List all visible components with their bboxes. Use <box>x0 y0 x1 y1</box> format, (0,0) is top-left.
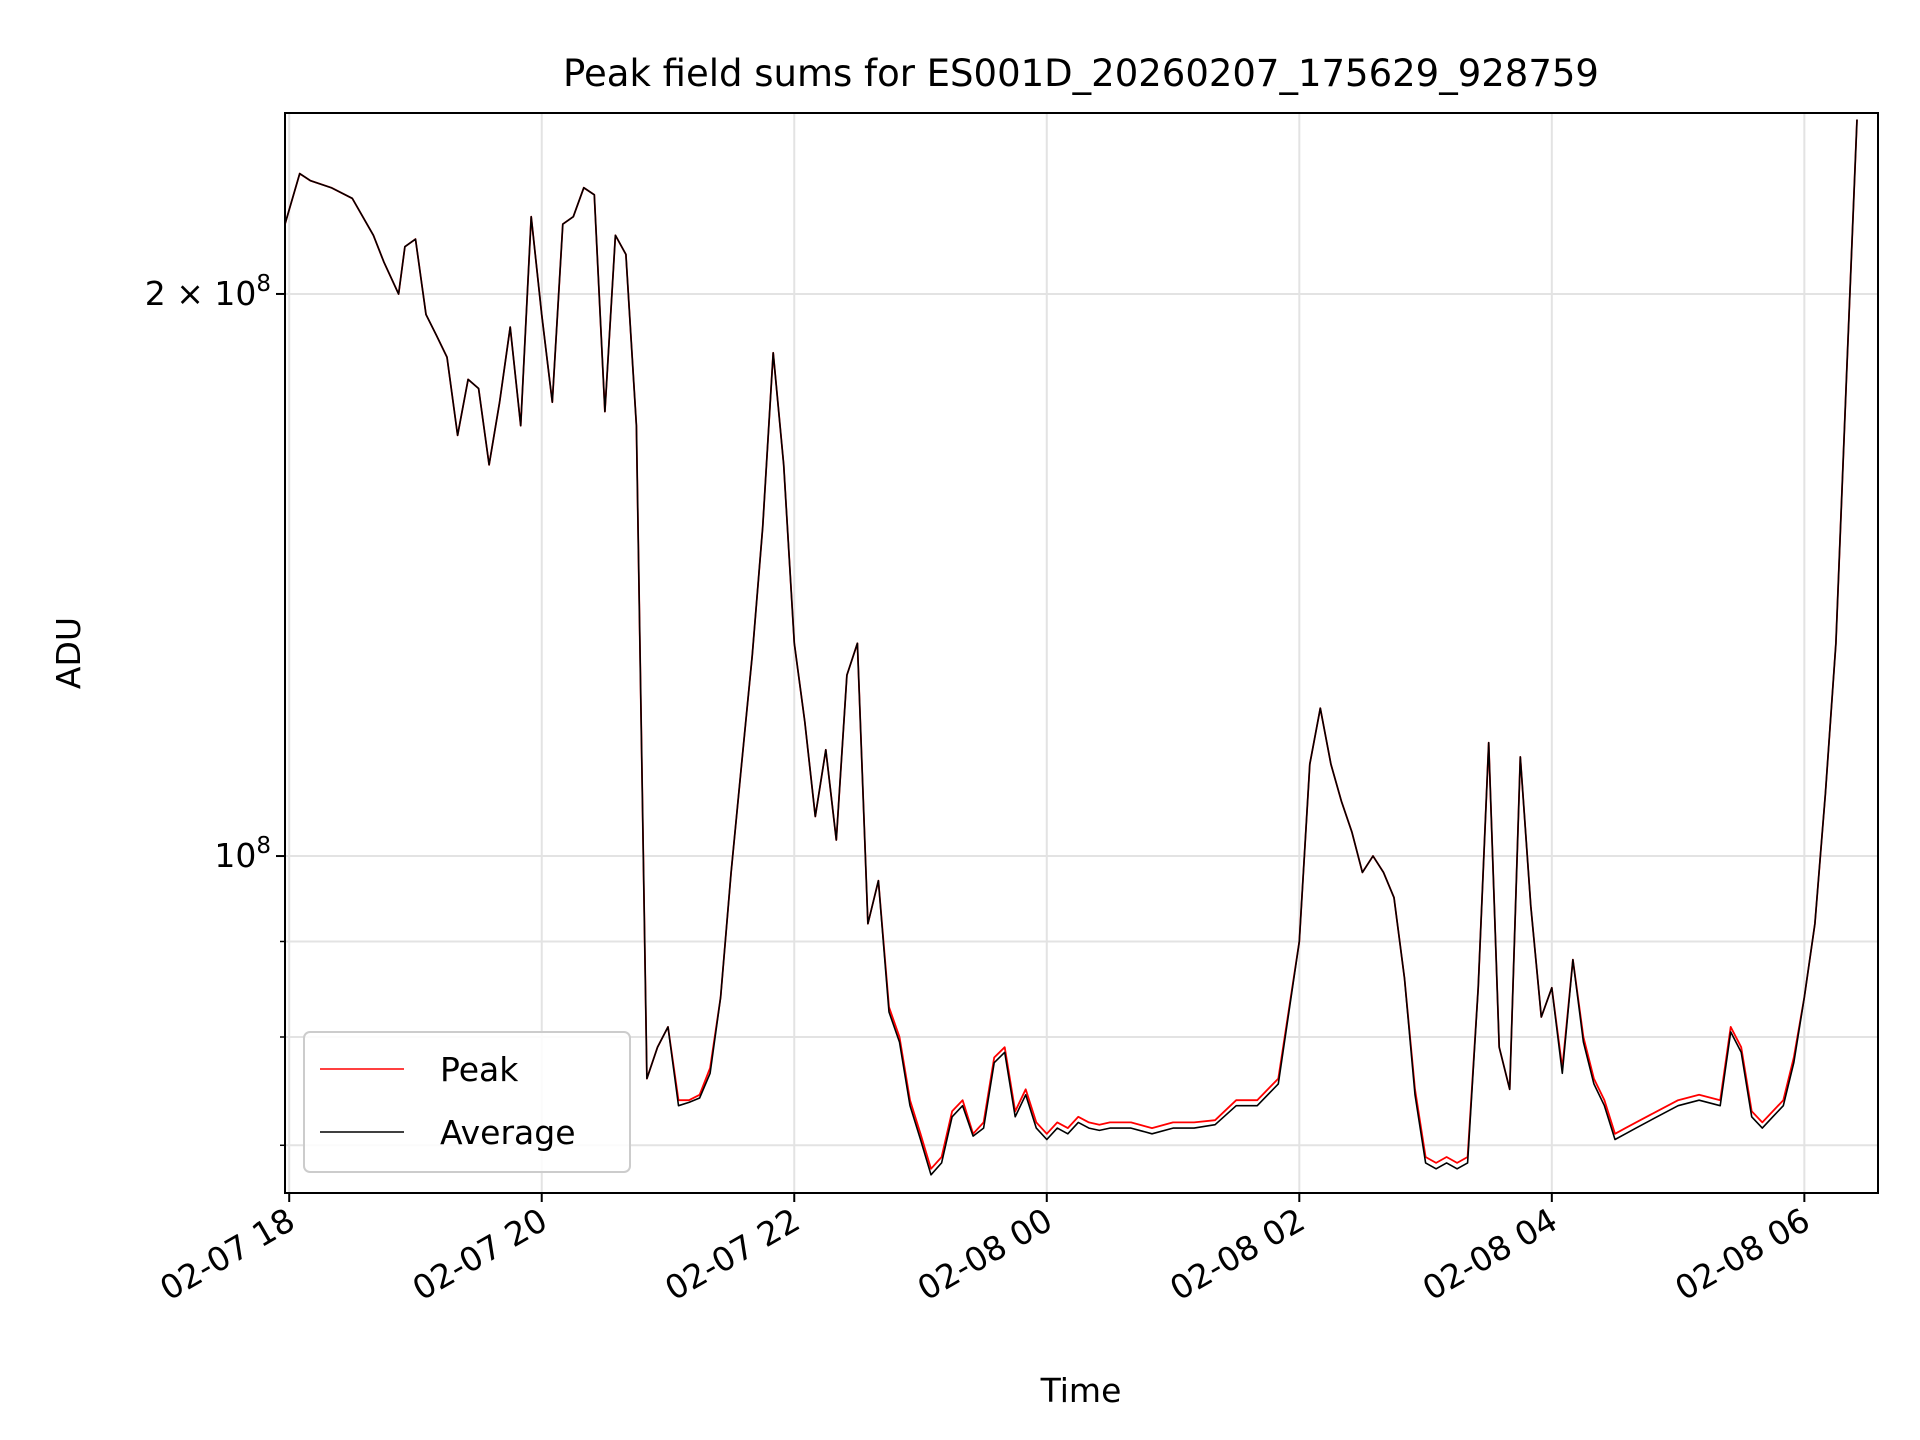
legend: Peak Average <box>303 1031 631 1173</box>
legend-label-peak: Peak <box>440 1050 519 1089</box>
y-tick-label: 108 <box>214 833 271 875</box>
x-axis-ticks: 02-07 18 02-07 20 02-07 22 02-08 00 02-08 02… <box>153 1193 1816 1308</box>
x-tick-label: 02-08 02 <box>1163 1200 1311 1308</box>
y-axis-label: ADU <box>49 617 88 689</box>
legend-box <box>303 1031 631 1173</box>
y-axis-ticks: 108 2 × 108 <box>145 271 285 1147</box>
x-tick-label: 02-08 00 <box>911 1200 1059 1308</box>
x-tick-label: 02-08 04 <box>1416 1200 1564 1308</box>
x-axis-label: Time <box>1040 1371 1122 1410</box>
series-lines <box>284 119 1858 1176</box>
x-tick-label: 02-07 22 <box>658 1200 806 1308</box>
x-tick-label: 02-07 20 <box>406 1200 554 1308</box>
legend-label-average: Average <box>440 1113 576 1152</box>
chart-title: Peak field sums for ES001D_20260207_1756… <box>563 52 1599 95</box>
plot-frame <box>284 112 1879 1194</box>
y-tick-label: 2 × 108 <box>145 271 271 313</box>
x-tick-label: 02-08 06 <box>1668 1200 1816 1308</box>
x-tick-label: 02-07 18 <box>153 1200 301 1308</box>
series-line-average <box>284 119 1858 1176</box>
series-line-peak <box>284 119 1858 1170</box>
